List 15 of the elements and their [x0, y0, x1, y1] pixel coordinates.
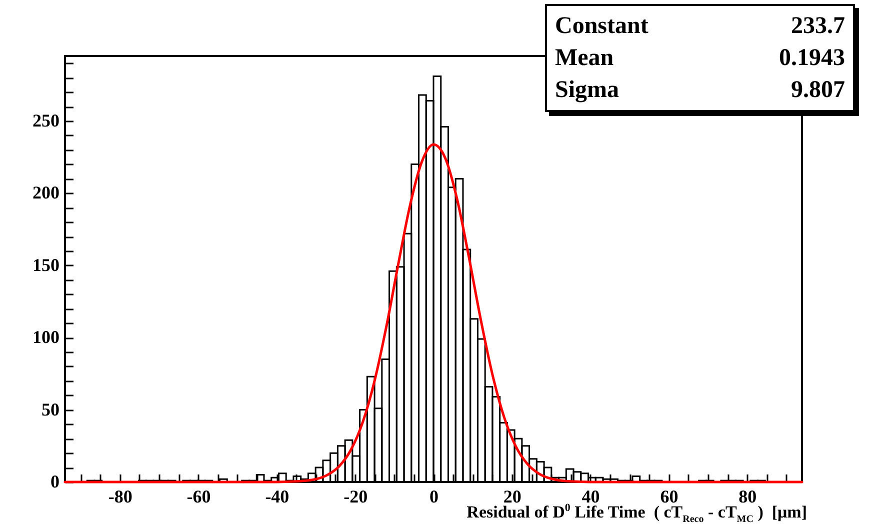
y-tick-label: 200	[32, 182, 60, 203]
y-tick-label: 250	[32, 110, 60, 130]
text: Constant 233.7	[555, 13, 845, 39]
y-tick-label: 50	[42, 399, 60, 420]
x-tick-label: -40	[265, 486, 290, 506]
y-tick-label: 150	[32, 254, 60, 275]
y-tick-label: 0	[50, 472, 60, 492]
x-tick-label: -20	[344, 486, 368, 506]
x-tick-label: -60	[186, 486, 211, 506]
text: Mean 0.1943	[555, 45, 845, 71]
line-series	[64, 143, 804, 484]
y-tick-label: 100	[32, 327, 60, 348]
text: Sigma 9.807	[555, 77, 845, 103]
x-tick-label: 0	[430, 486, 438, 506]
x-tick-label: -80	[108, 486, 132, 506]
